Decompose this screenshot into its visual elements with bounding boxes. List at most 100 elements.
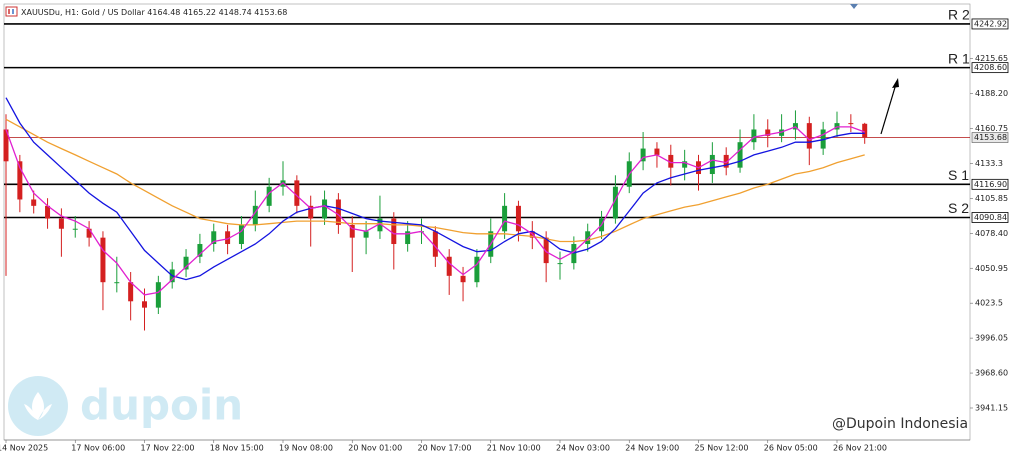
x-tick-label: 24 Nov 19:00 [625,444,679,453]
candle-body [3,129,9,162]
watermark-credit: @Dupoin Indonesia [832,416,968,432]
candle-body [543,237,549,264]
candle-body [585,231,591,245]
candle-body [252,205,258,225]
x-tick-label: 19 Nov 08:00 [279,444,333,453]
candle-body [72,228,78,230]
candle-body [640,148,646,162]
candle-body [737,142,743,168]
candle-body [751,129,757,143]
candle-body [474,256,480,283]
y-tick-label: 3996.05 [975,334,1008,343]
candle-body [432,231,438,257]
close: 4153.68 [254,8,287,17]
level-name: R 1 [948,50,970,66]
candle-body [128,282,134,302]
candle-body [100,237,106,283]
candle-body [114,282,120,284]
level-price-label: 4116.90 [974,180,1007,189]
last-price-box [971,132,1009,143]
candle-body [571,244,577,264]
last-price-label: 4153.68 [974,133,1007,142]
y-tick-label: 4160.75 [975,124,1008,133]
candle-body [17,161,23,200]
y-tick-label: 3968.60 [975,369,1008,378]
candle-body [557,263,563,265]
candle-body [682,161,688,168]
candle-body [668,154,674,168]
x-tick-label: 14 Nov 2025 [0,444,48,453]
candle-body [142,301,147,308]
moving-average [5,118,865,243]
candle-body [31,199,37,206]
y-tick-label: 3941.15 [975,403,1008,412]
candle-body [58,218,64,229]
level-price-box [971,212,1009,223]
watermark-brand: dupoin [80,381,243,430]
level-name: R 2 [948,7,970,23]
x-tick-label: 26 Nov 05:00 [764,444,818,453]
candle-body [502,205,508,232]
level-price-box [971,178,1009,190]
x-tick-label: 26 Nov 21:00 [833,444,887,453]
candle-body [294,180,300,206]
candle-body [654,148,660,155]
y-tick-label: 4105.85 [975,194,1008,203]
x-tick-label: 18 Nov 15:00 [210,444,264,453]
x-tick-label: 20 Nov 17:00 [418,444,472,453]
candle-body [335,199,341,225]
high: 4165.22 [183,8,216,17]
candle-body [765,129,771,136]
candle-body [266,186,272,206]
candle-body [446,256,452,276]
trend-arrow [880,78,899,135]
level-price-box [971,62,1009,74]
candle-body [45,205,51,219]
candle-body [86,228,92,238]
level-name: S 2 [948,200,969,216]
low: 4148.74 [219,8,252,17]
watermark-logo [8,376,68,436]
y-tick-label: 4023.5 [975,299,1003,308]
candle-body [515,205,521,232]
arrow-shaft [880,83,897,135]
x-tick-label: 21 Nov 10:00 [487,444,541,453]
candle-body [460,275,466,283]
moving-average [5,97,865,281]
symbol: XAUUSDu, H1: Gold / US Dollar [21,8,145,17]
candle-body [377,218,383,232]
header-text: XAUUSDu, H1: Gold / US Dollar 4164.48 41… [21,8,287,17]
x-tick-label: 25 Nov 12:00 [695,444,749,453]
candle-body [806,123,812,149]
candle-body [349,224,355,238]
candle-body [391,218,397,245]
candle-body [779,129,785,136]
plot [3,23,970,331]
candle-body [322,199,328,219]
candle-body [848,123,854,125]
level-price-label: 4090.84 [974,213,1007,222]
candle-body [612,186,618,219]
candle-body [183,256,189,270]
x-tick-label: 17 Nov 22:00 [141,444,195,453]
open: 4164.48 [147,8,180,17]
x-tick-label: 17 Nov 06:00 [71,444,125,453]
arrow-head [892,78,899,88]
x-tick-label: 20 Nov 01:00 [348,444,402,453]
level-price-label: 4208.60 [974,63,1007,72]
x-tick-label: 24 Nov 03:00 [556,444,610,453]
candle-body [405,231,411,245]
candle-body [238,224,244,245]
y-tick-label: 4188.20 [975,89,1008,98]
y-tick-label: 4078.40 [975,229,1008,238]
watermark-leaf [24,392,52,420]
candle-body [723,154,729,168]
y-tick-label: 4215.65 [975,54,1008,63]
candle-body [155,282,161,308]
candle-body [225,231,231,245]
watermark: dupoin [8,376,243,436]
y-tick-label: 4133.3 [975,159,1003,168]
level-price-label: 4242.92 [974,19,1007,28]
y-axis: 4215.65 4188.20 4160.75 4133.3 4105.85 4078.4… [4,18,1009,443]
candle-body [197,244,203,257]
